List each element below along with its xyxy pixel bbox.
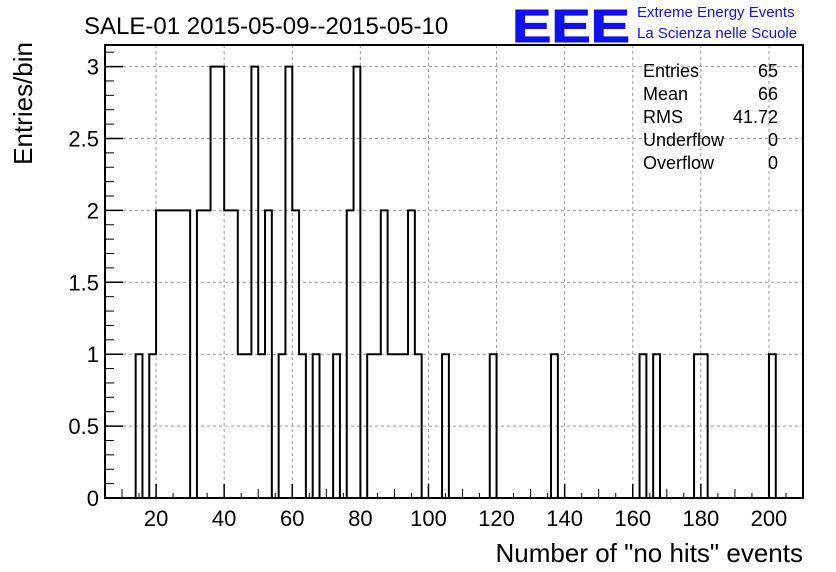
stat-label: Underflow — [643, 130, 725, 150]
stat-label: RMS — [643, 107, 683, 127]
x-tick-label: 140 — [546, 506, 583, 531]
y-tick-label: 0.5 — [68, 414, 99, 439]
eee-logo: EEE Extreme Energy Events La Scienza nel… — [512, 0, 798, 53]
plot-frame — [104, 44, 804, 499]
x-axis-title: Number of "no hits" events — [496, 538, 804, 568]
x-tick-label: 200 — [751, 506, 788, 531]
x-tick-label: 20 — [144, 506, 168, 531]
stat-value: 0 — [768, 130, 778, 150]
stat-label: Overflow — [643, 153, 715, 173]
stat-value: 41.72 — [733, 107, 778, 127]
logo-mark: EEE — [512, 0, 630, 52]
x-tick-label: 80 — [348, 506, 372, 531]
y-axis-tick-labels: 0 0.5 1 1.5 2 2.5 3 — [68, 55, 99, 511]
stat-value: 65 — [758, 61, 778, 81]
y-tick-label: 3 — [87, 55, 99, 80]
x-tick-label: 100 — [410, 506, 447, 531]
stat-label: Entries — [643, 61, 699, 81]
logo-line-2: La Scienza nelle Scuole — [637, 25, 797, 42]
x-tick-label: 180 — [682, 506, 719, 531]
y-tick-label: 2.5 — [68, 126, 99, 151]
stat-label: Mean — [643, 84, 688, 104]
x-tick-label: 40 — [212, 506, 236, 531]
y-tick-label: 0 — [87, 486, 99, 511]
x-tick-label: 120 — [478, 506, 515, 531]
y-tick-label: 1.5 — [68, 270, 99, 295]
axis-ticks — [105, 51, 804, 499]
x-tick-label: 160 — [614, 506, 651, 531]
chart-title: SALE-01 2015-05-09--2015-05-10 — [84, 13, 448, 40]
x-axis-tick-labels: 20 40 60 80 100 120 140 160 180 200 — [144, 506, 787, 531]
statistics-box: Entries 65 Mean 66 RMS 41.72 Underflow 0 Overflo… — [643, 61, 778, 173]
y-tick-label: 1 — [87, 342, 99, 367]
y-tick-label: 2 — [87, 198, 99, 223]
x-tick-label: 60 — [280, 506, 304, 531]
y-axis-title: Entries/bin — [8, 42, 38, 165]
logo-line-1: Extreme Energy Events — [637, 4, 795, 21]
stat-value: 0 — [768, 153, 778, 173]
stat-value: 66 — [758, 84, 778, 104]
